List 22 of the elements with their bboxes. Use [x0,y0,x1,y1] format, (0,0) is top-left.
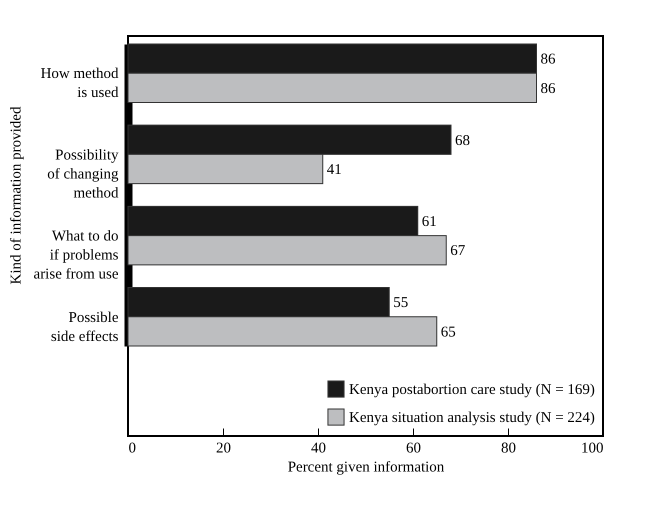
y-tick-label: How method is used [40,66,119,102]
x-tick-label: 0 [128,440,136,456]
x-tick-label: 80 [501,440,516,456]
x-tick-label: 20 [216,440,231,456]
legend-label: Kenya situation analysis study (N = 224) [349,410,595,426]
y-axis-title: Kind of information provided [8,106,25,284]
data-label: 61 [422,214,437,230]
data-label: 68 [455,132,470,149]
legend-label: Kenya postabortion care study (N = 169) [349,382,595,398]
x-tick-label: 40 [311,440,326,456]
x-tick-label: 60 [406,440,421,456]
data-label: 86 [540,52,556,68]
x-axis-title: Percent given information [288,460,445,476]
y-tick-label: Possible side effects [50,310,119,345]
data-label: 55 [393,295,408,312]
data-label: 65 [440,324,456,340]
y-tick-label: Possibility of changing method [47,147,119,202]
y-tick-label: What to do if problems arise from use [34,228,119,283]
x-tick-label: 100 [581,440,604,456]
data-label: 67 [450,243,466,260]
data-label: 41 [326,162,342,178]
data-label: 86 [540,80,556,97]
